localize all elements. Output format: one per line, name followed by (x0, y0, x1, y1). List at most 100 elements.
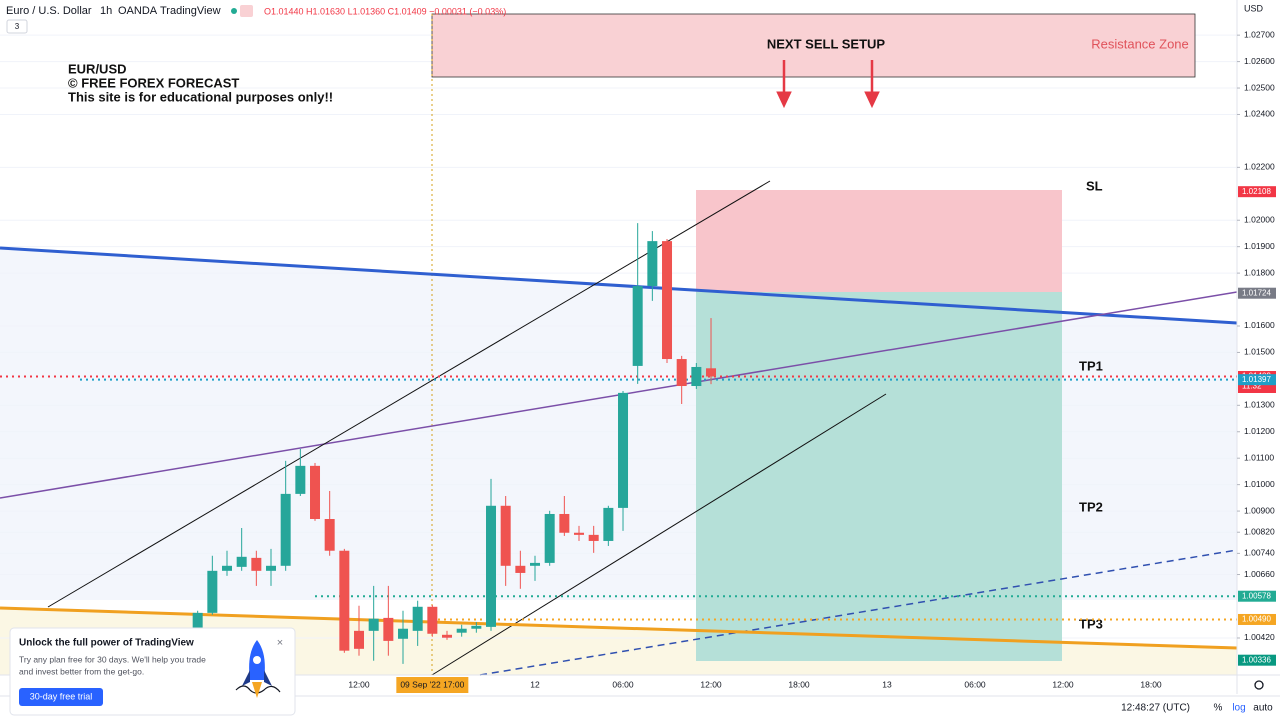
candle-body (691, 366, 702, 387)
trend-line[interactable] (0, 246, 1238, 325)
price-badge (1238, 287, 1276, 299)
x-tick-label: 12:00 (1052, 679, 1074, 689)
candle-body (368, 618, 379, 631)
candle-body (647, 241, 658, 287)
candle-body (574, 532, 585, 535)
y-tick-label: 1.00740 (1244, 548, 1275, 558)
auto-toggle[interactable]: auto (1253, 703, 1273, 714)
candle-body (486, 505, 497, 627)
popup-body: and invest better from the get-go. (19, 666, 144, 676)
ohlc: O1.01440 H1.01630 L1.01360 C1.01409 −0.0… (264, 6, 506, 16)
price-badge-label: 1.00336 (1242, 655, 1271, 664)
y-tick-label: 1.01100 (1244, 452, 1274, 462)
indicator-toggle[interactable] (6, 19, 28, 34)
candle-body (192, 612, 203, 629)
x-tick-label: 06:00 (964, 679, 986, 689)
candle-body (442, 634, 453, 638)
candle-body (632, 286, 643, 366)
candle-body (251, 557, 262, 571)
watermark-line: EUR/USD (68, 61, 127, 76)
price-axis: 1.02700 1.02600 1.02500 1.02400 1.02200 1.020… (1237, 29, 1276, 666)
popup-title: Unlock the full power of TradingView (19, 638, 194, 649)
price-badge (1238, 590, 1276, 602)
price-badge-time: 11:32 (1242, 382, 1262, 391)
price-badge-label: 1.01397 (1242, 375, 1271, 384)
candle-body (295, 465, 306, 494)
crosshair-time-badge (396, 677, 469, 693)
resistance-zone[interactable] (431, 13, 1196, 78)
candle-body (354, 630, 365, 649)
x-tick-label: 13 (882, 679, 892, 689)
x-tick-label: 12:00 (700, 679, 722, 689)
price-badge-label: 1.01724 (1242, 288, 1271, 297)
watermark-line: © FREE FOREX FORECAST (68, 75, 239, 90)
tp3-label: TP3 (1079, 616, 1103, 631)
y-tick-label: 1.01500 (1244, 347, 1275, 357)
sell-arrows (776, 60, 880, 109)
dashed-line[interactable] (479, 549, 1238, 676)
tp2-label: TP2 (1079, 499, 1103, 514)
candle-body (500, 505, 511, 566)
y-tick-label: 1.00660 (1244, 569, 1275, 579)
stop-zone[interactable] (696, 190, 1062, 292)
clock: 12:48:27 (UTC) (1121, 703, 1190, 714)
candle-body (412, 606, 423, 631)
watermark-line: This site is for educational purposes on… (68, 89, 333, 104)
candle-body (398, 628, 409, 639)
candle-body (559, 513, 570, 533)
candle-body (544, 513, 555, 563)
x-tick-label: 18:00 (1140, 679, 1162, 689)
candle-body (530, 562, 541, 566)
candle-body (324, 519, 335, 551)
trial-button-label[interactable]: 30-day free trial (30, 691, 93, 701)
candle-body (676, 359, 687, 387)
interval[interactable]: 1h (100, 5, 112, 17)
candles (192, 223, 717, 664)
symbol[interactable]: Euro / U.S. Dollar (6, 5, 92, 17)
y-tick-label: 1.01300 (1244, 400, 1275, 410)
y-tick-label: 1.01000 (1244, 479, 1275, 489)
candle-body (471, 625, 482, 629)
x-tick-label: 06:00 (612, 679, 634, 689)
candle-body (706, 368, 717, 377)
y-tick-label: 1.01600 (1244, 320, 1275, 330)
candle-body (427, 606, 438, 634)
price-badge (1238, 654, 1276, 666)
candle-body (266, 565, 277, 571)
x-tick-label: 18:00 (788, 679, 810, 689)
y-tick-label: 1.01900 (1244, 241, 1275, 251)
y-tick-label: 1.02600 (1244, 56, 1275, 66)
platform: TradingView (160, 5, 221, 17)
setup-label: NEXT SELL SETUP (767, 36, 886, 51)
price-badge-label: 1.00578 (1242, 591, 1271, 600)
candle-body (603, 507, 614, 541)
candle-body (383, 617, 394, 641)
rocket-icon (235, 640, 281, 698)
y-tick-label: 1.00420 (1244, 632, 1275, 642)
percent-toggle[interactable]: % (1214, 703, 1223, 714)
price-badge (1238, 186, 1276, 198)
popup-close[interactable]: × (277, 637, 283, 649)
candle-body (662, 241, 673, 360)
x-tick-label: 12 (530, 679, 540, 689)
currency[interactable]: USD (1244, 3, 1264, 13)
y-tick-label: 1.01200 (1244, 426, 1275, 436)
target-zone[interactable] (696, 292, 1062, 661)
y-tick-label: 1.02700 (1244, 29, 1275, 39)
candle-body (339, 550, 350, 651)
y-tick-label: 1.02200 (1244, 162, 1275, 172)
x-tick-label: 12:00 (348, 679, 370, 689)
candle-body (207, 570, 218, 613)
channel-line[interactable] (431, 393, 887, 676)
settings-icon[interactable] (1254, 680, 1264, 690)
status-dot (231, 8, 237, 14)
y-tick-label: 1.00820 (1244, 526, 1275, 536)
time-axis: 12:00 09 Sep '22 17:00 12 06:00 12:00 18:00 13… (348, 677, 1162, 693)
trial-button[interactable] (19, 688, 103, 706)
candle-body (456, 628, 467, 633)
popup-body: Try any plan free for 30 days. We'll hel… (19, 654, 206, 664)
log-toggle[interactable]: log (1232, 703, 1245, 714)
support-line[interactable] (0, 606, 1238, 650)
